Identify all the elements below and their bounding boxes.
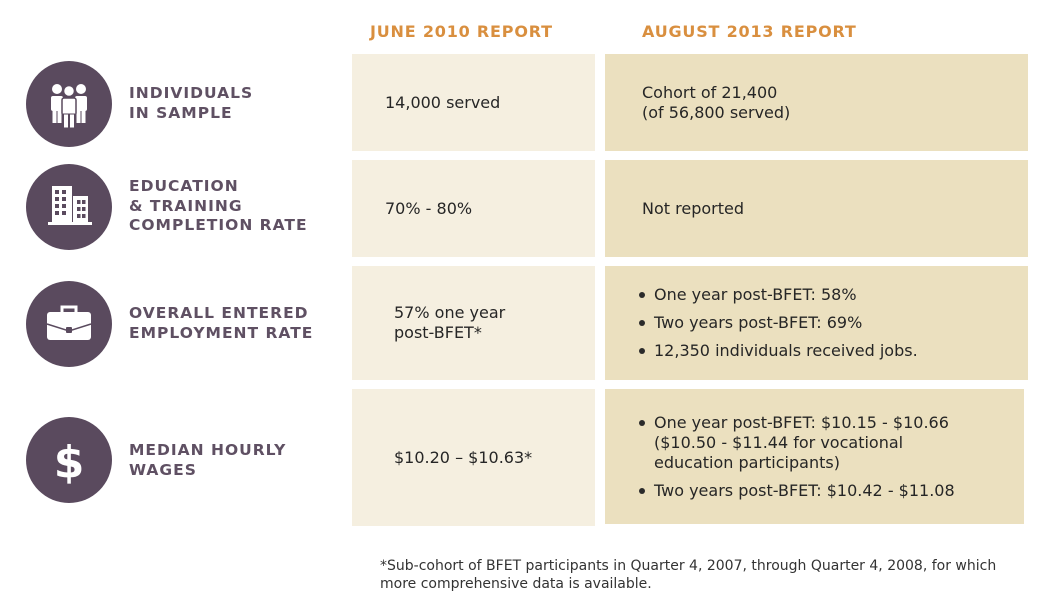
list-item: Two years post-BFET: $10.42 - $11.08	[637, 481, 955, 501]
dollar-sign-icon: $	[26, 417, 112, 503]
svg-text:$: $	[54, 437, 85, 488]
list-item: One year post-BFET: $10.15 - $10.66 ($10…	[637, 413, 955, 473]
cell-june-employment: 57% one year post-BFET*	[352, 266, 595, 380]
cell-august-employment: One year post-BFET: 58% Two years post-B…	[605, 266, 1028, 380]
cell-text: 57% one year post-BFET*	[394, 303, 506, 342]
row-label-education: EDUCATION & TRAINING COMPLETION RATE	[129, 177, 308, 234]
cell-text: Not reported	[642, 198, 744, 218]
list-item: One year post-BFET: 58%	[637, 285, 918, 305]
bullet-list: One year post-BFET: 58% Two years post-B…	[637, 285, 918, 361]
cell-text: Cohort of 21,400 (of 56,800 served)	[642, 82, 791, 122]
list-item: 12,350 individuals received jobs.	[637, 341, 918, 361]
cell-june-individuals: 14,000 served	[352, 54, 595, 151]
cell-text: 14,000 served	[385, 92, 501, 112]
cell-august-individuals: Cohort of 21,400 (of 56,800 served)	[605, 54, 1028, 151]
footnote: *Sub-cohort of BFET participants in Quar…	[380, 558, 997, 592]
people-group-icon	[26, 61, 112, 147]
cell-june-education: 70% - 80%	[352, 160, 595, 257]
cell-august-education: Not reported	[605, 160, 1028, 257]
building-icon	[26, 164, 112, 250]
bullet-list: One year post-BFET: $10.15 - $10.66 ($10…	[637, 413, 955, 501]
row-label-employment: OVERALL ENTERED EMPLOYMENT RATE	[129, 304, 314, 342]
list-item: Two years post-BFET: 69%	[637, 313, 918, 333]
cell-text: 70% - 80%	[385, 198, 473, 218]
briefcase-icon	[26, 281, 112, 367]
column-header-june-2010: JUNE 2010 REPORT	[370, 22, 553, 41]
cell-june-wages: $10.20 – $10.63*	[352, 389, 595, 526]
row-label-individuals: INDIVIDUALS IN SAMPLE	[129, 84, 254, 122]
cell-august-wages: One year post-BFET: $10.15 - $10.66 ($10…	[605, 389, 1024, 524]
column-header-august-2013: AUGUST 2013 REPORT	[642, 22, 857, 41]
cell-text: $10.20 – $10.63*	[394, 447, 533, 467]
row-label-wages: MEDIAN HOURLY WAGES	[129, 441, 287, 479]
